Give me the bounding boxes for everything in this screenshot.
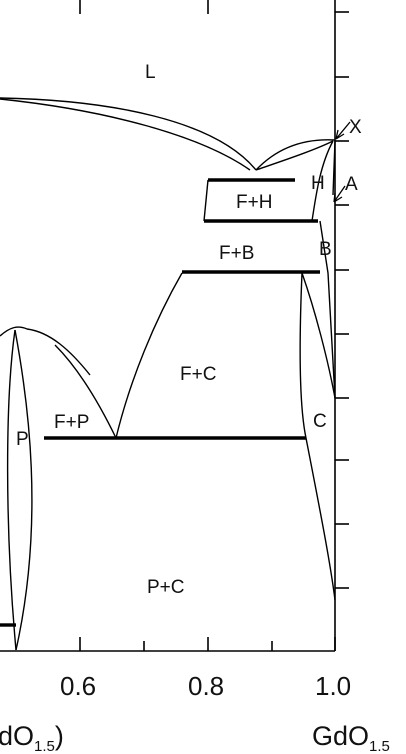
fb-left-boundary xyxy=(203,179,209,222)
b-right-boundary xyxy=(319,220,336,399)
p-region-left xyxy=(6,329,17,651)
p-peak-right xyxy=(26,328,91,376)
c-left-boundary xyxy=(299,272,307,439)
label-p: P xyxy=(16,429,29,450)
c-right-boundary xyxy=(301,272,336,399)
c-left-lower xyxy=(305,437,336,601)
plot-frame xyxy=(0,0,336,652)
fp-right-boundary xyxy=(54,344,117,439)
right-ticks xyxy=(335,11,349,589)
arrows xyxy=(333,121,351,203)
invariant-lines xyxy=(0,178,320,627)
phase-boundaries xyxy=(0,97,336,651)
label-l: L xyxy=(145,62,156,83)
x-tick-0-8: 0.8 xyxy=(188,671,224,701)
h-region-boundary xyxy=(311,140,334,222)
p-peak-left xyxy=(0,326,28,337)
x-tick-labels: 0.6 0.8 1.0 xyxy=(60,671,351,701)
label-f-p: F+P xyxy=(54,412,89,433)
liquidus-left-lower xyxy=(0,98,251,171)
liquidus-right-lower xyxy=(255,140,334,171)
label-f-b: F+B xyxy=(219,243,254,264)
label-b: B xyxy=(319,239,332,260)
liquidus-left-upper xyxy=(0,97,257,171)
arrow-a xyxy=(333,185,346,203)
x-tick-0-6: 0.6 xyxy=(60,671,96,701)
label-a: A xyxy=(345,174,358,195)
phase-labels: L F+H F+B F+C F+P P P+C H B C X A xyxy=(16,62,362,598)
x-tick-1-0: 1.0 xyxy=(315,671,351,701)
h-right-boundary xyxy=(332,140,336,196)
bottom-ticks xyxy=(79,637,336,651)
p-region-right xyxy=(14,329,33,651)
label-f-c: F+C xyxy=(180,364,216,385)
x-axis-left-label: dO1.5) xyxy=(0,721,64,754)
label-h: H xyxy=(311,173,325,194)
top-ticks xyxy=(79,0,209,14)
label-x: X xyxy=(349,117,362,138)
fc-left-boundary xyxy=(115,272,183,439)
x-axis-right-label: GdO1.5 xyxy=(312,721,390,754)
label-f-h: F+H xyxy=(236,192,272,213)
label-p-c: P+C xyxy=(147,577,185,598)
liquidus-right-upper xyxy=(255,139,336,171)
arrow-x xyxy=(335,121,351,140)
label-c: C xyxy=(313,411,327,432)
